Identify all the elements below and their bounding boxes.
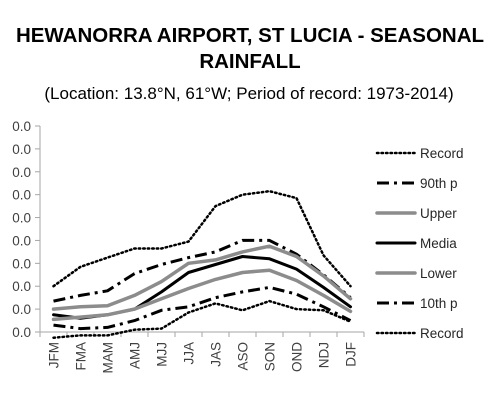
y-tick-label: 0.0: [12, 165, 31, 180]
x-tick-label: DJF: [344, 342, 359, 367]
legend-label: Record: [420, 146, 464, 161]
x-tick-label: FMA: [74, 342, 89, 371]
x-tick-label: SON: [263, 342, 278, 371]
legend-label: 10th p: [420, 296, 458, 311]
y-tick-label: 0.0: [12, 302, 31, 317]
y-tick-label: 0.0: [12, 211, 31, 226]
x-tick-label: JFM: [47, 342, 62, 368]
x-tick-label: MAM: [101, 342, 116, 374]
x-tick-label: OND: [290, 342, 305, 372]
x-tick-label: MJJ: [155, 342, 170, 367]
legend-label: 90th p: [420, 176, 458, 191]
y-tick-label: 0.0: [12, 256, 31, 271]
legend-label: Upper: [420, 206, 457, 221]
series-line-3: [51, 244, 353, 311]
y-tick-label: 0.0: [12, 142, 31, 157]
legend-label: Lower: [420, 266, 457, 281]
legend-label: Record: [420, 326, 464, 341]
x-tick-label: ASO: [236, 342, 251, 371]
series-line-2: [53, 238, 352, 303]
chart-title-line1: HEWANORRA AIRPORT, ST LUCIA - SEASONAL: [16, 24, 484, 47]
x-tick-label: NDJ: [317, 342, 332, 368]
series-line-1: [52, 189, 352, 288]
plot-area: 0.0 0.0 0.0 0.0 0.0 0.0 0.0 0.0 0.0 0.0 JFM FMA MAM A…: [12, 119, 365, 374]
y-tick-label: 0.0: [12, 233, 31, 248]
chart-subtitle: (Location: 13.8°N, 61°W; Period of recor…: [44, 84, 453, 103]
x-tick-label: AMJ: [128, 342, 143, 369]
chart-title-line2: RAINFALL: [199, 50, 300, 73]
series-line-5: [51, 268, 353, 322]
series-line-7: [52, 299, 352, 339]
y-tick-label: 0.0: [12, 188, 31, 203]
y-tick-label: 0.0: [12, 119, 31, 134]
series-line-6: [53, 285, 352, 331]
legend: Record 90th p Upper Media Lower 10th p Record: [375, 146, 464, 341]
y-tick-label: 0.0: [12, 325, 31, 340]
x-tick-label: JJA: [182, 342, 197, 365]
x-tick-label: JAS: [209, 342, 224, 367]
legend-label: Media: [420, 236, 457, 251]
y-tick-label: 0.0: [12, 279, 31, 294]
